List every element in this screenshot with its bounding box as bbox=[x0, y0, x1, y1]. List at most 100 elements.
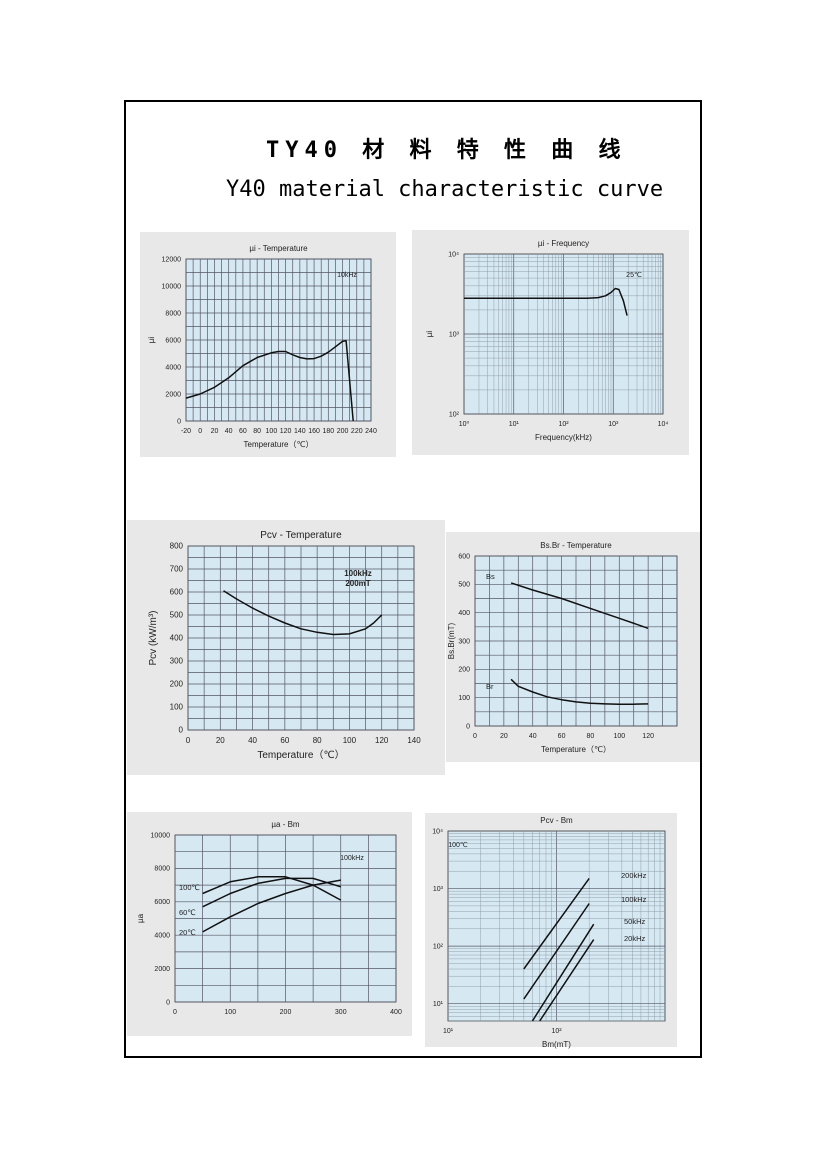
chart-mua-bm: µa - Bm 0 100 200 300 400 0 2000 4000 6000 8000 100… bbox=[127, 812, 412, 1036]
x-tick-label: 120 bbox=[642, 733, 654, 740]
series-line-200khz bbox=[523, 877, 590, 970]
y-tick-label: 100 bbox=[170, 703, 184, 712]
y-tick-label: 2000 bbox=[154, 966, 170, 973]
y-tick-label: 400 bbox=[170, 634, 184, 643]
chart-annotation: 100℃ bbox=[448, 842, 468, 849]
y-axis-label: Bs.Br(mT) bbox=[447, 622, 456, 659]
chart-pcv-temperature: Pcv - Temperature 0 20 40 60 80 100 120 140 0 100 2… bbox=[127, 520, 445, 775]
y-tick-label: 10³ bbox=[449, 331, 460, 338]
y-tick-label: 700 bbox=[170, 565, 184, 574]
y-tick-label: 0 bbox=[166, 999, 170, 1006]
x-tick-label: 0 bbox=[186, 736, 191, 745]
series-line-50khz bbox=[531, 923, 595, 1022]
y-tick-label: 600 bbox=[170, 588, 184, 597]
series-label: 60℃ bbox=[179, 908, 196, 917]
chart-title: µi - Frequency bbox=[538, 239, 589, 248]
y-tick-label: 10⁴ bbox=[432, 828, 443, 835]
series-label: 20kHz bbox=[624, 934, 646, 943]
y-tick-label: 10000 bbox=[151, 832, 171, 839]
chart-bsbr-temperature-svg: Bs.Br - Temperature 0 20 40 60 80 100 120 0 100 20… bbox=[447, 541, 678, 754]
x-axis-label: Frequency(kHz) bbox=[535, 433, 592, 442]
x-tick-label: 100 bbox=[613, 733, 625, 740]
chart-title: µi - Temperature bbox=[249, 244, 308, 253]
y-tick-label: 6000 bbox=[154, 899, 170, 906]
y-tick-label: 800 bbox=[170, 542, 184, 551]
series-label: 50kHz bbox=[624, 917, 646, 926]
x-axis-label: Temperature（℃） bbox=[541, 745, 611, 754]
chart-annotation: 100kHz bbox=[344, 569, 372, 578]
grid bbox=[447, 831, 665, 1022]
chart-mu-temperature-svg: µi - Temperature-20 0 20 40 60 80 100 120 140 160… bbox=[147, 244, 377, 449]
chart-mu-frequency: µi - Frequency 10⁰ 10¹ 10² 10³ 10⁴ 10² 10³ 10⁴ Fr… bbox=[412, 230, 689, 455]
x-tick-label: 80 bbox=[253, 428, 261, 435]
y-tick-label: 200 bbox=[170, 680, 184, 689]
grid bbox=[463, 254, 663, 415]
series-line bbox=[185, 339, 354, 422]
y-tick-label: 8000 bbox=[154, 866, 170, 873]
x-tick-label: 20 bbox=[216, 736, 225, 745]
x-tick-label: 80 bbox=[587, 733, 595, 740]
page-frame bbox=[124, 100, 702, 1058]
chart-title: Bs.Br - Temperature bbox=[540, 541, 612, 550]
x-tick-label: -20 bbox=[181, 428, 191, 435]
x-tick-label: 60 bbox=[558, 733, 566, 740]
x-tick-label: 40 bbox=[248, 736, 257, 745]
x-tick-label: 10¹ bbox=[509, 421, 520, 428]
series-line-br bbox=[510, 678, 649, 705]
series-label: Br bbox=[486, 682, 494, 691]
y-tick-label: 0 bbox=[466, 723, 470, 730]
series-label: 200kHz bbox=[621, 871, 647, 880]
y-tick-label: 10000 bbox=[162, 283, 182, 290]
grid bbox=[174, 834, 397, 1003]
chart-mu-frequency-svg: µi - Frequency 10⁰ 10¹ 10² 10³ 10⁴ 10² 10³ 10⁴ Fr… bbox=[425, 239, 669, 442]
y-axis-label: µa bbox=[136, 913, 145, 923]
chart-annotation: 200mT bbox=[345, 579, 370, 588]
grid bbox=[185, 258, 372, 422]
y-tick-label: 10² bbox=[449, 411, 460, 418]
y-tick-label: 300 bbox=[458, 638, 470, 645]
chart-pcv-bm-svg: Pcv - Bm 10¹ 10² 10¹ 10² 10³ 10⁴ Bm(mT) 200kHz 10… bbox=[432, 816, 666, 1049]
series-label: 100kHz bbox=[621, 895, 647, 904]
x-tick-label: 160 bbox=[308, 428, 320, 435]
y-tick-label: 100 bbox=[458, 695, 470, 702]
title-english: Y40 material characteristic curve bbox=[226, 177, 664, 202]
y-tick-label: 300 bbox=[170, 657, 184, 666]
x-tick-label: 200 bbox=[337, 428, 349, 435]
chart-annotation: 25℃ bbox=[626, 272, 642, 279]
y-tick-label: 12000 bbox=[162, 256, 182, 263]
x-tick-label: 80 bbox=[313, 736, 322, 745]
chart-mua-bm-svg: µa - Bm0 100 200 300 40002000400060008000100… bbox=[136, 820, 402, 1016]
x-tick-label: 220 bbox=[351, 428, 363, 435]
x-tick-label: 20 bbox=[500, 733, 508, 740]
x-tick-label: 10³ bbox=[608, 421, 619, 428]
x-tick-label: 300 bbox=[335, 1009, 347, 1016]
x-tick-label: 140 bbox=[294, 428, 306, 435]
y-tick-label: 200 bbox=[458, 667, 470, 674]
y-tick-label: 10³ bbox=[433, 886, 444, 893]
x-axis-label: Temperature（℃） bbox=[257, 749, 344, 761]
x-tick-label: 400 bbox=[390, 1009, 402, 1016]
chart-bsbr-temperature: Bs.Br - Temperature 0 20 40 60 80 100 120 0 100 20… bbox=[446, 532, 700, 762]
x-tick-label: 200 bbox=[280, 1009, 292, 1016]
x-tick-label: 120 bbox=[280, 428, 292, 435]
series-line-bs bbox=[510, 582, 649, 630]
x-tick-label: 240 bbox=[365, 428, 377, 435]
x-tick-label: 0 bbox=[473, 733, 477, 740]
series-line-100khz bbox=[523, 903, 590, 1000]
x-tick-label: 60 bbox=[280, 736, 289, 745]
x-tick-label: 40 bbox=[225, 428, 233, 435]
chart-title: Pcv - Temperature bbox=[260, 530, 342, 541]
y-tick-label: 500 bbox=[170, 611, 184, 620]
x-tick-label: 10² bbox=[551, 1028, 562, 1035]
x-tick-label: 100 bbox=[224, 1009, 236, 1016]
y-tick-label: 6000 bbox=[165, 337, 181, 344]
x-tick-label: 0 bbox=[198, 428, 202, 435]
x-tick-label: 180 bbox=[322, 428, 334, 435]
x-tick-label: 10⁴ bbox=[658, 421, 669, 428]
series-line-60 bbox=[202, 877, 342, 908]
y-axis-label: Pcv (kW/m³) bbox=[148, 611, 159, 666]
x-tick-label: 40 bbox=[529, 733, 537, 740]
title-chinese: TY40 材 料 特 性 曲 线 bbox=[266, 138, 627, 163]
y-tick-label: 10² bbox=[433, 943, 444, 950]
chart-pcv-temperature-svg: Pcv - Temperature 0 20 40 60 80 100 120 140 0 100 2… bbox=[148, 530, 421, 761]
